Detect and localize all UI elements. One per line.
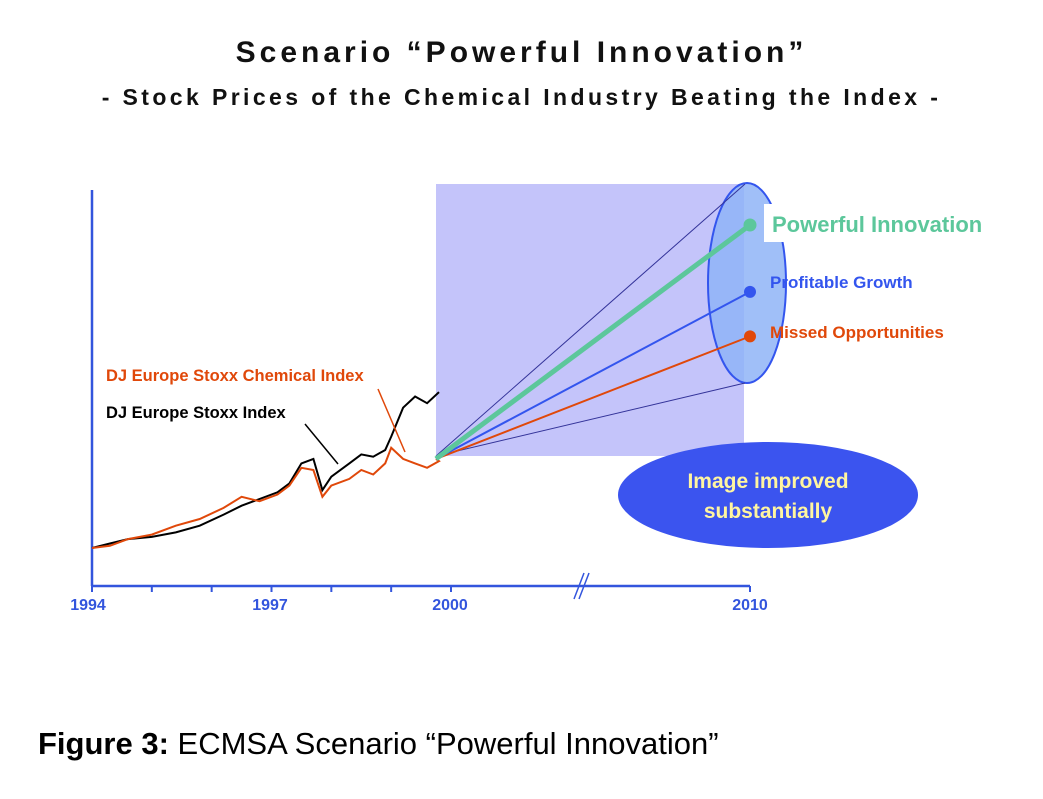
caption-label: Figure 3: [38, 726, 169, 761]
figure-caption: Figure 3: ECMSA Scenario “Powerful Innov… [38, 726, 719, 762]
series-missed-opportunities-line [435, 335, 751, 460]
axis-break-mark-1 [573, 572, 585, 600]
series-powerful-innovation-line [434, 222, 752, 461]
x-tick-labels: 1994 1997 2000 2010 [70, 597, 768, 614]
powerful-innovation-label: Powerful Innovation [772, 212, 982, 237]
profitable-growth-point [744, 285, 756, 298]
chemical-index-leader [377, 388, 406, 453]
cone-line-top [435, 183, 746, 457]
powerful-innovation-point [743, 218, 757, 232]
series-chemical-index-line [91, 446, 441, 549]
callout-text-line2: substantially [704, 500, 833, 523]
chart-title: Scenario “Powerful Innovation” [235, 36, 808, 69]
missed-opportunities-point [744, 330, 756, 343]
missed-opportunities-label: Missed Opportunities [770, 323, 944, 342]
powerful-label-bg [764, 204, 1019, 242]
stoxx-index-leader [304, 423, 339, 465]
x-tick-label-1994: 1994 [70, 597, 106, 614]
x-tick-label-2010: 2010 [732, 597, 768, 614]
series-profitable-growth-line [435, 290, 751, 460]
profitable-growth-label: Profitable Growth [770, 273, 913, 292]
axis-break-mark-2 [578, 572, 590, 600]
chart-subtitle: - Stock Prices of the Chemical Industry … [101, 84, 942, 110]
chemical-index-label: DJ Europe Stoxx Chemical Index [106, 367, 364, 385]
stoxx-index-label: DJ Europe Stoxx Index [106, 404, 287, 422]
callout-text-line1: Image improved [687, 470, 848, 493]
series-stoxx-index-line [91, 391, 440, 549]
image-improved-callout [618, 442, 918, 548]
caption-text: ECMSA Scenario “Powerful Innovation” [177, 726, 719, 761]
x-tick-label-2000: 2000 [432, 597, 468, 614]
cone-line-bottom [435, 382, 746, 457]
scenario-chart: 1994 1997 2000 2010 Powerful Innovation Pro… [70, 182, 1019, 614]
x-tick-label-1997: 1997 [252, 597, 288, 614]
minor-ticks [91, 586, 751, 592]
